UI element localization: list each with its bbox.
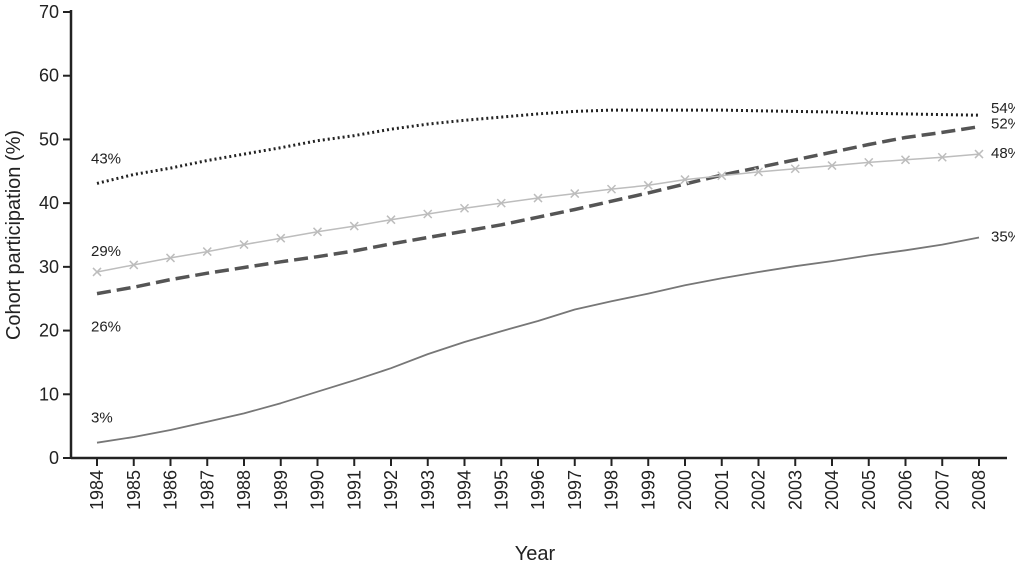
data-point-marker — [570, 189, 580, 199]
data-point-marker — [165, 253, 176, 263]
x-tick-label: 2007 — [932, 470, 952, 510]
y-tick-label: 0 — [49, 448, 59, 468]
data-point-marker — [680, 175, 690, 185]
x-tick-label: 1990 — [308, 470, 328, 510]
series-line-3 — [96, 153, 980, 273]
x-tick-label: 1996 — [528, 470, 548, 510]
series-line-1 — [96, 108, 980, 185]
x-tick-label: 1984 — [87, 470, 107, 510]
x-tick-label: 1997 — [565, 470, 585, 510]
x-tick-label: 1986 — [161, 470, 181, 510]
data-point-marker — [92, 267, 102, 277]
x-tick-label: 2006 — [896, 470, 916, 510]
x-tick-label: 1988 — [234, 470, 254, 510]
end-data-label: 35% — [991, 229, 1015, 246]
x-tick-label: 1998 — [602, 470, 622, 510]
labels-layer: 43% 54% 26% 52% 29% 48% 3% 35% — [91, 100, 1015, 426]
data-point-marker — [276, 233, 286, 243]
axes: 0 10 20 30 40 50 60 70 1984 1985 1986 1987 1988 1989 1… — [39, 2, 1007, 510]
y-tick-label: 70 — [39, 2, 59, 22]
y-tick-label: 10 — [39, 384, 59, 404]
data-point-marker — [386, 215, 396, 225]
x-tick-label: 1995 — [491, 470, 511, 510]
x-tick-label: 2008 — [969, 470, 989, 510]
x-tick-label: 2003 — [785, 470, 805, 510]
x-tick-label: 1987 — [197, 470, 217, 510]
x-tick-label: 2004 — [822, 470, 842, 510]
start-data-label: 26% — [91, 319, 121, 336]
data-point-marker — [533, 193, 543, 203]
end-data-label: 48% — [991, 145, 1015, 162]
data-point-marker — [900, 155, 911, 165]
x-tick-label: 1985 — [124, 470, 144, 510]
y-tick-label: 50 — [39, 129, 59, 149]
data-point-marker — [239, 240, 249, 250]
series-layer — [92, 108, 984, 444]
series-line-2 — [96, 124, 980, 296]
x-tick-label: 2001 — [712, 470, 732, 510]
x-tick-label: 1991 — [344, 470, 364, 510]
data-point-marker — [937, 152, 947, 162]
x-tick-label: 1989 — [271, 470, 291, 510]
data-point-marker — [606, 184, 617, 194]
y-tick-label: 30 — [39, 257, 59, 277]
end-data-label: 54% — [991, 100, 1015, 117]
data-point-marker — [129, 260, 139, 270]
data-point-marker — [496, 198, 506, 208]
x-tick-label: 2005 — [859, 470, 879, 510]
data-point-marker — [864, 157, 874, 167]
y-axis-title: Cohort participation (%) — [3, 130, 25, 340]
x-tick-label: 2002 — [749, 470, 769, 510]
data-point-marker — [974, 149, 984, 159]
end-data-label: 52% — [991, 116, 1015, 133]
data-point-marker — [717, 171, 727, 181]
x-tick-label: 1999 — [638, 470, 658, 510]
start-data-label: 43% — [91, 150, 121, 167]
start-data-label: 29% — [91, 243, 121, 260]
data-point-marker — [202, 247, 212, 257]
x-tick-label: 1994 — [455, 470, 475, 510]
data-point-marker — [423, 209, 433, 219]
x-axis-title: Year — [515, 543, 556, 565]
data-point-marker — [643, 180, 653, 190]
y-tick-label: 40 — [39, 193, 59, 213]
data-point-marker — [753, 167, 764, 177]
data-point-marker — [312, 227, 323, 237]
data-point-marker — [827, 161, 837, 171]
data-point-marker — [459, 203, 470, 213]
x-tick-label: 2000 — [675, 470, 695, 510]
data-point-marker — [790, 164, 800, 174]
x-tick-label: 1992 — [381, 470, 401, 510]
x-tick-label: 1993 — [418, 470, 438, 510]
y-tick-label: 20 — [39, 321, 59, 341]
y-tick-label: 60 — [39, 66, 59, 86]
data-point-marker — [349, 221, 359, 231]
start-data-label: 3% — [91, 410, 113, 427]
series-line-4 — [96, 236, 980, 444]
